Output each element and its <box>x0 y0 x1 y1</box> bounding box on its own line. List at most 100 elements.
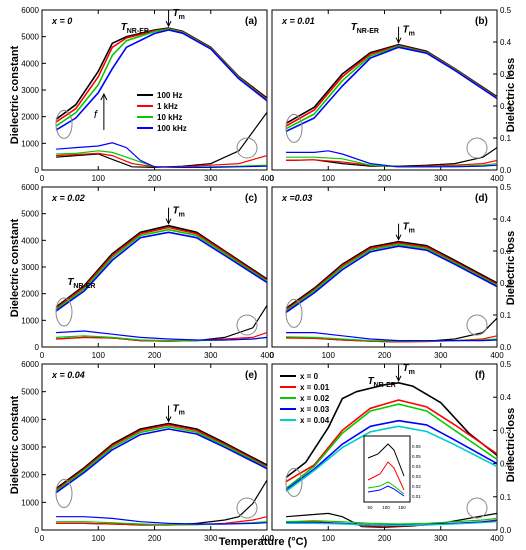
panel-e: 0 100 200 300 4000100020003000400050006000(e… <box>21 360 274 543</box>
y-tick-label: 4000 <box>21 236 39 245</box>
inset-line-1 <box>367 461 405 491</box>
constant-line-2 <box>55 228 268 311</box>
panel-label: (b) <box>475 16 488 27</box>
x-tick-label: 0 <box>270 534 275 543</box>
inset-y-tick-label: 0.04 <box>412 464 421 469</box>
tm-label: T <box>173 8 180 19</box>
legend-label: x = 0.02 <box>300 394 330 403</box>
tnr-sub: NR-ER <box>357 28 379 35</box>
x-tick-label: 100 <box>92 174 106 183</box>
y-axis-label-left-top: Dielectric constant <box>9 45 21 144</box>
constant-line-3 <box>285 46 498 133</box>
panel-label: (e) <box>245 370 257 381</box>
x-axis-label: Temperature (°C) <box>219 536 308 548</box>
constant-line-0 <box>55 224 268 308</box>
constant-line-3 <box>55 29 268 131</box>
loss-line-3 <box>286 332 498 342</box>
y2-tick-label: 0.5 <box>500 6 512 15</box>
tm-label: T <box>403 363 410 374</box>
constant-line-1 <box>285 399 498 483</box>
constant-line-3 <box>55 428 268 494</box>
constant-line-2 <box>55 28 268 127</box>
y2-tick-label: 0.0 <box>500 166 512 175</box>
right-axis-marker <box>466 497 488 519</box>
composition-label: x = 0.02 <box>51 193 85 203</box>
inset-y-tick-label: 0.03 <box>412 474 421 479</box>
y-tick-label: 6000 <box>21 6 39 15</box>
x-tick-label: 0 <box>40 534 45 543</box>
inset-y-tick-label: 0.05 <box>412 454 421 459</box>
y2-tick-label: 0.5 <box>500 183 512 192</box>
tm-sub: m <box>409 228 415 235</box>
loss-line-1 <box>56 332 268 342</box>
left-axis-marker <box>55 109 73 139</box>
y-tick-label: 1000 <box>21 316 39 325</box>
y-tick-label: 4000 <box>21 415 39 424</box>
x-tick-label: 300 <box>204 351 218 360</box>
x-tick-label: 400 <box>490 534 504 543</box>
y-tick-label: 6000 <box>21 183 39 192</box>
y2-tick-label: 0.2 <box>500 102 512 111</box>
panel-a: 0 100 200 300 4000100020003000400050006000(a… <box>21 6 274 183</box>
tm-label: T <box>173 206 180 217</box>
x-tick-label: 200 <box>148 534 162 543</box>
inset-y-tick-label: 0.01 <box>412 494 421 499</box>
left-axis-marker <box>285 113 303 143</box>
x-tick-label: 300 <box>204 174 218 183</box>
tm-sub: m <box>179 212 185 219</box>
left-axis-marker <box>55 479 73 508</box>
freq-arrowhead <box>100 92 108 101</box>
y-tick-label: 5000 <box>21 33 39 42</box>
y2-tick-label: 0.0 <box>500 526 512 535</box>
panel-label: (c) <box>245 193 257 204</box>
tnr-label: T <box>368 376 375 387</box>
y-tick-label: 4000 <box>21 59 39 68</box>
legend-label: 10 kHz <box>157 113 182 122</box>
y-tick-label: 6000 <box>21 360 39 369</box>
y-tick-label: 1000 <box>21 139 39 148</box>
loss-line-3 <box>56 142 268 168</box>
y2-tick-label: 0.3 <box>500 247 512 256</box>
x-tick-label: 100 <box>92 534 106 543</box>
panel-label: (f) <box>475 370 485 381</box>
plot-frame <box>41 186 268 348</box>
tm-arrowhead <box>165 218 172 225</box>
constant-line-3 <box>285 245 498 313</box>
panel-d: 0 100 200 300 4000.0 0.1 0.2 0.3 0.4 0.5 (d) x =0.0… <box>270 183 512 360</box>
y-tick-label: 2000 <box>21 113 39 122</box>
inset-x-tick-label: 150 <box>398 505 406 510</box>
x-tick-label: 200 <box>378 351 392 360</box>
loss-line-3 <box>56 516 268 525</box>
y-tick-label: 0 <box>35 166 40 175</box>
tnr-sub: NR-ER <box>374 382 396 389</box>
x-tick-label: 200 <box>148 174 162 183</box>
x-tick-label: 300 <box>204 534 218 543</box>
inset-x-tick-label: 50 <box>367 505 373 510</box>
loss-line-0 <box>56 479 268 526</box>
constant-line-2 <box>55 426 268 492</box>
y-tick-label: 0 <box>35 526 40 535</box>
y-tick-label: 5000 <box>21 388 39 397</box>
y-axis-label-left-mid: Dielectric constant <box>9 218 21 317</box>
x-tick-label: 0 <box>40 351 45 360</box>
y2-tick-label: 0.4 <box>500 393 512 402</box>
y-tick-label: 2000 <box>21 471 39 480</box>
legend-label: x = 0.03 <box>300 405 330 414</box>
plot-frame <box>271 9 498 171</box>
y2-tick-label: 0.3 <box>500 70 512 79</box>
tm-arrowhead <box>395 375 402 382</box>
y2-tick-label: 0.1 <box>500 311 512 320</box>
tm-sub: m <box>179 409 185 416</box>
loss-line-0 <box>56 112 268 169</box>
composition-label: x =0.03 <box>281 193 312 203</box>
tm-sub: m <box>409 31 415 38</box>
loss-line-2 <box>286 156 498 168</box>
tm-arrowhead <box>165 20 172 28</box>
constant-line-0 <box>285 240 498 309</box>
y2-tick-label: 0.1 <box>500 493 512 502</box>
y-tick-label: 0 <box>35 343 40 352</box>
x-tick-label: 400 <box>260 534 274 543</box>
y2-tick-label: 0.4 <box>500 215 512 224</box>
legend-label: x = 0.04 <box>300 416 330 425</box>
